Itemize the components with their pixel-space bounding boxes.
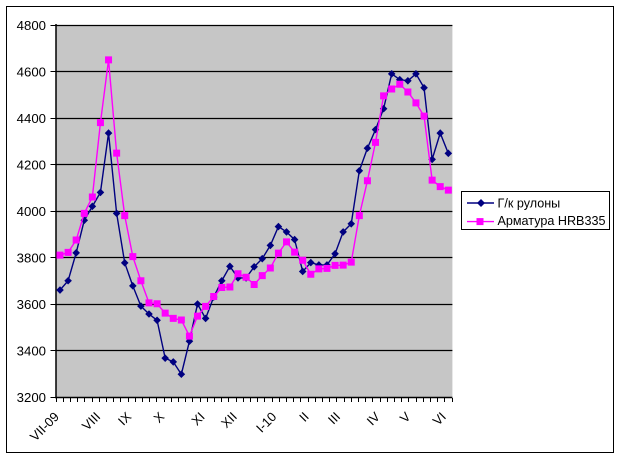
svg-text:4000: 4000 xyxy=(17,204,46,219)
svg-text:3400: 3400 xyxy=(17,344,46,359)
svg-text:4600: 4600 xyxy=(17,65,46,80)
svg-text:3800: 3800 xyxy=(17,251,46,266)
svg-text:Арматура HRB335: Арматура HRB335 xyxy=(498,214,606,228)
svg-text:4800: 4800 xyxy=(17,18,46,33)
svg-text:4200: 4200 xyxy=(17,158,46,173)
svg-text:4400: 4400 xyxy=(17,111,46,126)
svg-text:3200: 3200 xyxy=(17,390,46,405)
svg-text:3600: 3600 xyxy=(17,297,46,312)
svg-text:Г/к рулоны: Г/к рулоны xyxy=(498,196,561,210)
